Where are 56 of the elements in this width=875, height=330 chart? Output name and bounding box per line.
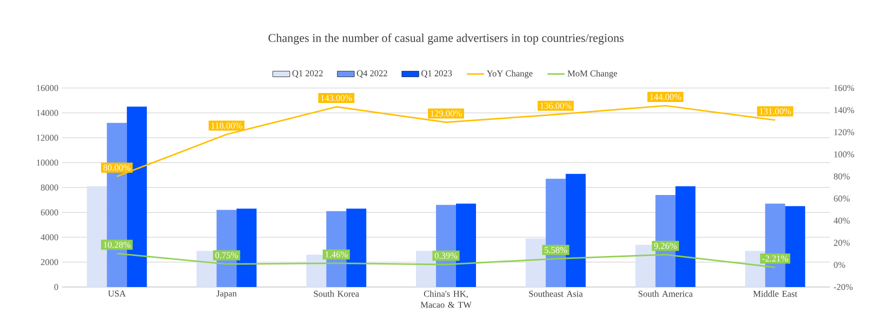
- bar: [346, 208, 366, 287]
- y-tick-label: 6000: [40, 209, 58, 216]
- x-tick-label: Japan: [216, 290, 237, 298]
- y-tick-label: 10000: [36, 160, 58, 166]
- bar: [236, 208, 257, 287]
- data-label: 0.75%: [215, 252, 238, 258]
- bar: [416, 250, 436, 287]
- data-label: 9.26%: [654, 242, 677, 249]
- y-tick-label: 0: [54, 284, 58, 290]
- bar: [306, 254, 326, 287]
- data-label: 131.00%: [760, 108, 791, 114]
- bar: [196, 250, 217, 287]
- bar: [675, 186, 696, 287]
- y2-tick-label: -20%: [834, 284, 853, 290]
- y2-tick-label: 60%: [834, 196, 850, 202]
- y2-tick-label: 20%: [834, 240, 850, 246]
- x-tick-label: South America: [638, 290, 693, 297]
- y-tick-label: 12000: [36, 134, 58, 141]
- y-tick-label: 14000: [36, 110, 58, 116]
- y2-tick-label: 100%: [834, 151, 854, 158]
- bar: [566, 174, 586, 287]
- legend-label: Q4 2022: [356, 70, 388, 78]
- bar: [456, 204, 476, 287]
- x-tick-label: South Korea: [314, 290, 360, 297]
- data-label: 10.28%: [104, 242, 130, 248]
- data-label: 80.00%: [103, 164, 130, 171]
- legend-label: MoM Change: [568, 70, 618, 78]
- data-label: 143.00%: [321, 94, 352, 102]
- bar: [635, 244, 656, 287]
- legend-label: Q1 2023: [421, 70, 452, 78]
- data-label: 1.46%: [325, 251, 348, 258]
- data-label: 136.00%: [540, 102, 572, 109]
- y2-tick-label: 0%: [834, 262, 846, 268]
- data-label: 0.39%: [434, 252, 458, 259]
- x-tick-label: Middle East: [753, 290, 798, 297]
- x-tick-label: Southeast Asia: [529, 290, 583, 297]
- data-label: 5.58%: [544, 246, 567, 253]
- x-tick-label: China's HK, Macao & TW: [420, 290, 472, 308]
- legend-label: YoY Change: [486, 70, 533, 78]
- y-tick-label: 2000: [40, 259, 58, 266]
- y2-tick-label: 160%: [834, 84, 854, 92]
- y-tick-label: 8000: [40, 184, 58, 191]
- y-tick-label: 16000: [36, 84, 58, 92]
- y-tick-label: 4000: [40, 234, 58, 240]
- data-label: 118.00%: [211, 122, 242, 129]
- y2-tick-label: 80%: [834, 173, 850, 180]
- x-tick-label: USA: [108, 290, 126, 297]
- data-label: 144.00%: [650, 94, 682, 100]
- chart-title: Changes in the number of casual game advertisers in top countries/regions: [268, 34, 624, 44]
- data-label: 129.00%: [430, 110, 462, 117]
- bar: [526, 238, 546, 287]
- legend-label: Q1 2022: [292, 70, 323, 78]
- data-label: -2.21%: [762, 255, 788, 262]
- y2-tick-label: 140%: [834, 107, 854, 114]
- y2-tick-label: 40%: [834, 218, 850, 224]
- y2-tick-label: 120%: [834, 129, 854, 136]
